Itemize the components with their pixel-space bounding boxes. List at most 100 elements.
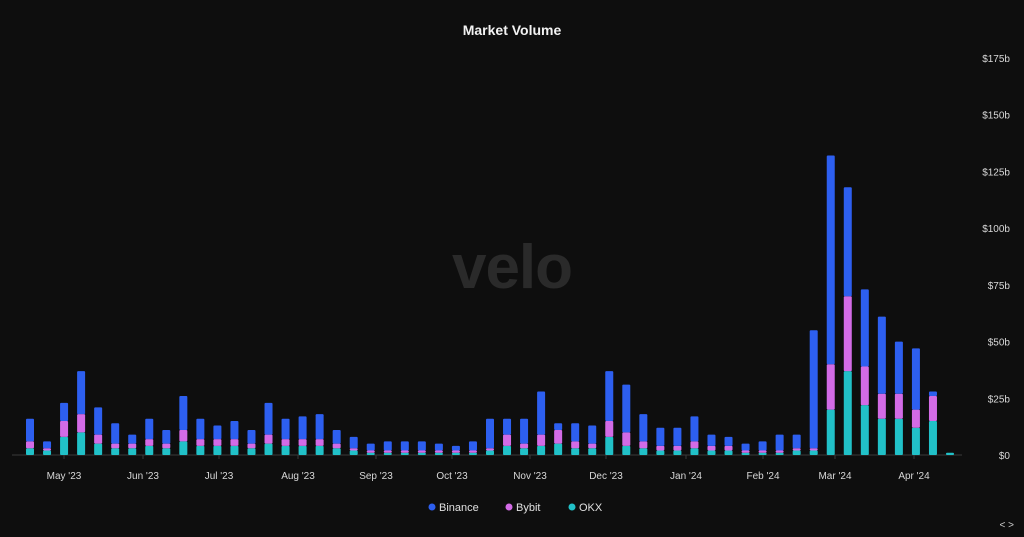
bar-segment-okx — [792, 450, 801, 455]
bar-segment-binance — [894, 341, 903, 394]
bar-segment-bybit — [588, 443, 597, 449]
bar-segment-bybit — [894, 393, 903, 419]
bar-segment-okx — [605, 436, 614, 455]
bar-segment-bybit — [417, 450, 426, 453]
x-tick-label: Aug '23 — [281, 471, 315, 482]
bar-segment-bybit — [503, 434, 512, 446]
chevron-right-icon[interactable]: > — [1008, 520, 1014, 531]
bar-segment-bybit — [520, 443, 529, 449]
bar-segment-bybit — [792, 448, 801, 451]
bar-segment-binance — [264, 402, 273, 435]
bar-segment-binance — [162, 430, 171, 444]
bar-segment-okx — [349, 450, 358, 455]
bar-segment-okx — [571, 448, 580, 455]
x-tick-label: Jan '24 — [670, 471, 702, 482]
bar-segment-binance — [826, 155, 835, 365]
bar-segment-binance — [775, 434, 784, 451]
bar-segment-okx — [554, 443, 563, 455]
bar-segment-okx — [77, 432, 86, 455]
y-tick-label: $25b — [988, 394, 1011, 405]
legend-marker-binance — [428, 503, 436, 511]
bar-segment-binance — [656, 427, 665, 446]
bar-segment-okx — [673, 450, 682, 455]
bar-segment-bybit — [877, 393, 886, 419]
bar-segment-bybit — [826, 364, 835, 410]
bar-segment-bybit — [366, 450, 375, 453]
bar-segment-okx — [911, 427, 920, 455]
bar-segment-bybit — [77, 414, 86, 433]
bar-segment-okx — [826, 409, 835, 455]
bar-segment-okx — [775, 452, 784, 455]
y-tick-label: $0 — [999, 451, 1011, 462]
bar-segment-okx — [60, 436, 69, 455]
bar-segment-okx — [434, 452, 443, 455]
bar-segment-bybit — [60, 420, 69, 437]
bar-segment-bybit — [928, 396, 937, 421]
bar-segment-binance — [843, 187, 852, 297]
bar-segment-binance — [758, 441, 767, 451]
bar-segment-okx — [400, 452, 409, 455]
y-tick-label: $75b — [988, 281, 1011, 292]
x-tick-label: Apr '24 — [898, 471, 930, 482]
bar-segment-binance — [809, 330, 818, 449]
x-tick-label: Sep '23 — [359, 471, 393, 482]
bar-segment-bybit — [94, 434, 103, 444]
bar-segment-okx — [537, 445, 546, 455]
bar-segment-binance — [128, 434, 137, 444]
bar-segment-okx — [503, 445, 512, 455]
bar-segment-bybit — [213, 439, 222, 446]
bar-segment-bybit — [911, 409, 920, 428]
bar-segment-okx — [196, 445, 205, 455]
bar-segment-binance — [145, 418, 154, 440]
bar-segment-binance — [741, 443, 750, 451]
bar-segment-binance — [298, 416, 307, 440]
y-tick-label: $100b — [982, 224, 1010, 235]
bar-segment-okx — [707, 450, 716, 455]
bar-segment-bybit — [707, 445, 716, 451]
bar-segment-bybit — [690, 441, 699, 449]
bar-segment-bybit — [349, 448, 358, 451]
bar-segment-okx — [417, 452, 426, 455]
bar-segment-binance — [315, 414, 324, 440]
chevron-left-icon[interactable]: < — [999, 520, 1006, 531]
bar-segment-okx — [656, 450, 665, 455]
bar-segment-bybit — [315, 439, 324, 446]
bar-segment-bybit — [775, 450, 784, 453]
bar-segment-okx — [588, 448, 597, 455]
bar-segment-okx — [877, 418, 886, 455]
bar-segment-bybit — [860, 366, 869, 406]
bar-segment-okx — [111, 448, 120, 455]
bar-segment-okx — [26, 448, 34, 455]
bar-segment-binance — [673, 427, 682, 446]
bar-segment-okx — [179, 441, 188, 455]
bar-segment-binance — [94, 407, 103, 435]
x-tick-label: Nov '23 — [513, 471, 547, 482]
x-tick-label: Feb '24 — [746, 471, 779, 482]
bar-segment-binance — [503, 418, 512, 435]
bar-segment-okx — [383, 452, 392, 455]
chart-nav-arrows[interactable]: < > — [1000, 520, 1014, 531]
bar-segment-okx — [145, 445, 154, 455]
bar-segment-bybit — [400, 450, 409, 453]
bar-segment-okx — [247, 448, 256, 455]
bar-segment-okx — [213, 445, 222, 455]
bar-segment-bybit — [145, 439, 154, 446]
bar-segment-bybit — [639, 441, 648, 449]
bar-segment-binance — [588, 425, 597, 444]
bar-segment-okx — [860, 405, 869, 455]
bar-segment-okx — [162, 448, 171, 455]
bar-segment-okx — [928, 420, 937, 455]
bar-segment-binance — [400, 441, 409, 451]
bar-segment-okx — [468, 452, 477, 455]
bar-segment-bybit — [196, 439, 205, 446]
bar-segment-bybit — [724, 445, 733, 451]
bar-segment-binance — [332, 430, 341, 444]
bar-segment-binance — [111, 423, 120, 444]
bar-segment-bybit — [741, 450, 750, 453]
bar-segment-binance — [77, 371, 86, 415]
bar-segment-binance — [468, 441, 477, 451]
bar-segment-okx — [315, 445, 324, 455]
bar-segment-bybit — [758, 450, 767, 453]
y-tick-label: $150b — [982, 111, 1010, 122]
